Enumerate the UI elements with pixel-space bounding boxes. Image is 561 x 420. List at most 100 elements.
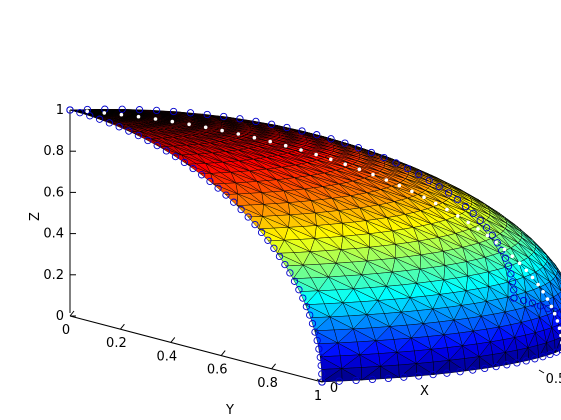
boundary-marker (186, 109, 195, 117)
boundary-marker (180, 158, 189, 167)
ridge-marker (329, 157, 333, 162)
x-tick-mark (538, 369, 545, 374)
ridge-marker (494, 240, 499, 245)
ridge-marker (268, 139, 273, 144)
y-tick-label: 0.8 (257, 376, 278, 391)
ridge-marker (456, 214, 460, 218)
boundary-marker (313, 336, 321, 345)
boundary-marker (317, 361, 325, 370)
marker-layer (66, 105, 561, 386)
boundary-marker (522, 357, 530, 365)
y-tick-mark (120, 323, 125, 330)
boundary-marker (539, 353, 547, 361)
surface-facet (555, 275, 561, 291)
x-tick-label: 0.5 (546, 372, 561, 387)
ridge-marker (530, 275, 535, 280)
boundary-marker (203, 110, 211, 119)
boundary-marker (443, 369, 451, 377)
ridge-marker (314, 152, 318, 157)
boundary-marker (352, 376, 360, 385)
z-tick-label: 0.6 (43, 185, 64, 200)
ridge-marker (536, 282, 540, 287)
ridge-marker (203, 125, 208, 130)
boundary-marker (544, 304, 552, 313)
ridge-marker (119, 112, 124, 117)
ridge-marker (485, 233, 490, 238)
ridge-marker (170, 119, 175, 124)
y-tick-label: 0.2 (106, 336, 127, 351)
ridge-marker (153, 117, 158, 121)
boundary-marker (403, 164, 412, 173)
boundary-marker (318, 370, 326, 378)
boundary-marker (152, 106, 161, 115)
boundary-marker (118, 105, 126, 113)
boundary-marker (415, 170, 423, 178)
ridge-marker (283, 143, 288, 148)
boundary-marker (134, 131, 143, 140)
boundary-marker (283, 123, 291, 132)
boundary-marker (115, 123, 123, 131)
ridge-marker (524, 268, 529, 273)
ridge-marker (343, 162, 348, 166)
boundary-marker (298, 127, 306, 135)
boundary-marker (552, 348, 561, 356)
boundary-marker (189, 164, 197, 173)
boundary-marker (230, 198, 238, 206)
boundary-marker (476, 216, 484, 225)
boundary-marker (503, 361, 511, 369)
ridge-marker (466, 220, 471, 225)
ridge-marker (299, 148, 303, 152)
boundary-marker (125, 127, 133, 135)
y-axis (69, 315, 323, 383)
ridge-marker (236, 132, 241, 136)
boundary-marker (257, 228, 266, 237)
boundary-marker (508, 278, 517, 286)
boundary-marker (198, 171, 206, 179)
x-tick-label: 0 (330, 381, 338, 396)
boundary-marker (507, 270, 515, 278)
ridge-marker (220, 128, 224, 133)
ridge-marker (545, 297, 550, 301)
y-tick-label: 0.4 (156, 349, 177, 364)
surface-layer (69, 109, 561, 383)
boundary-marker (252, 117, 260, 126)
ridge-marker (187, 122, 191, 127)
ridge-marker (384, 178, 389, 182)
boundary-marker (95, 115, 104, 123)
ridge-marker (433, 201, 438, 206)
x-axis-label: X (420, 384, 429, 399)
boundary-marker (295, 286, 303, 294)
boundary-marker (444, 189, 453, 197)
surface-facet (557, 291, 561, 301)
boundary-marker (335, 377, 343, 385)
z-tick-label: 0.2 (43, 268, 64, 283)
surface-facet (557, 270, 561, 278)
boundary-marker (384, 374, 393, 383)
boundary-marker (367, 148, 376, 157)
ridge-marker (102, 111, 107, 115)
boundary-marker (76, 109, 84, 117)
boundary-marker (153, 141, 161, 150)
ridge-marker (397, 183, 402, 188)
y-tick-label: 0 (62, 323, 70, 338)
boundary-marker (531, 355, 539, 363)
boundary-marker (354, 144, 363, 152)
ridge-marker (357, 167, 362, 172)
boundary-marker (214, 184, 222, 192)
ridge-marker (371, 172, 375, 177)
boundary-marker (504, 262, 513, 270)
z-axis-label: Z (28, 212, 43, 221)
boundary-marker (510, 286, 518, 294)
ridge-marker (541, 290, 545, 294)
y-tick-mark (69, 310, 75, 317)
boundary-marker (267, 120, 276, 128)
ridge-marker (445, 207, 449, 212)
ridge-marker (422, 195, 426, 200)
ridge-marker (85, 109, 89, 114)
ridge-marker (555, 319, 560, 323)
boundary-marker (316, 353, 324, 361)
ridge-marker (552, 311, 557, 316)
boundary-marker (169, 107, 178, 116)
boundary-marker (275, 252, 284, 261)
